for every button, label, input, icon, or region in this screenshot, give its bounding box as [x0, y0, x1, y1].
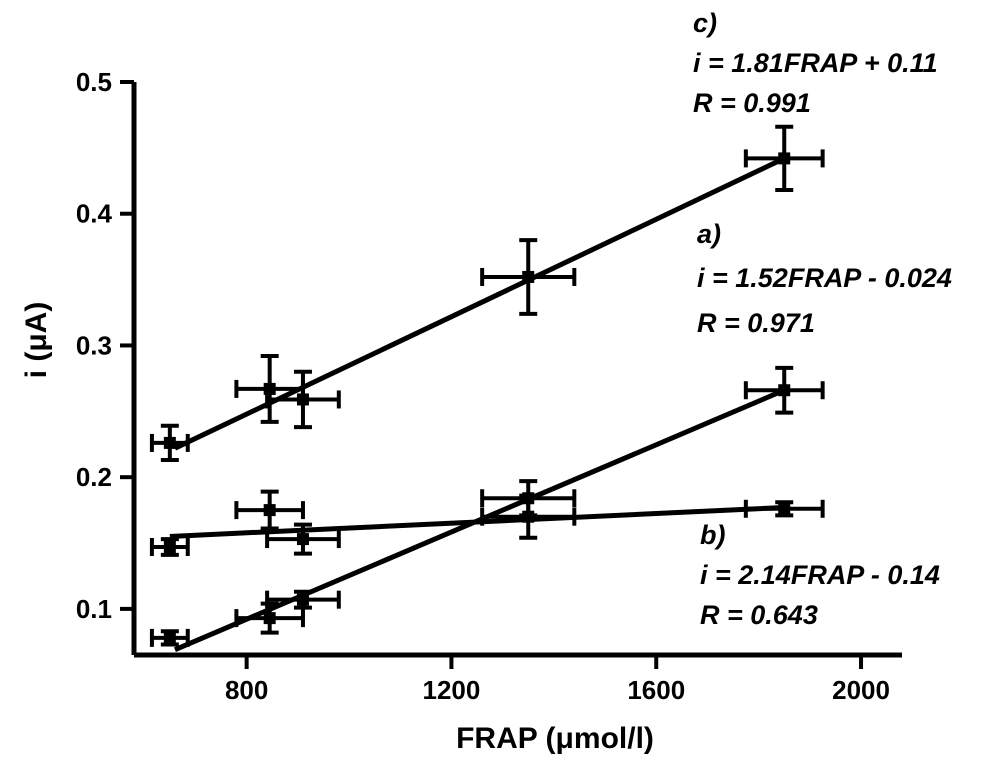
series-b [149, 489, 825, 557]
data-point [778, 152, 791, 165]
y-tick-label: 0.5 [76, 67, 112, 97]
y-tick-label: 0.4 [76, 199, 113, 229]
annotation-b-label: b) [700, 520, 725, 550]
annotation-c-equation: i = 1.81FRAP + 0.11 [693, 48, 938, 78]
data-point [296, 533, 309, 546]
data-point [522, 270, 535, 283]
annotation-a-r: R = 0.971 [697, 308, 815, 338]
data-point [163, 540, 176, 553]
data-point [296, 393, 309, 406]
annotation-c-r: R = 0.991 [693, 88, 811, 118]
data-point [778, 384, 791, 397]
data-point [163, 631, 176, 644]
data-point [263, 612, 276, 625]
data-point [522, 510, 535, 523]
x-tick-label: 1600 [627, 675, 685, 705]
x-tick-label: 800 [225, 675, 268, 705]
data-point [263, 504, 276, 517]
data-point [163, 436, 176, 449]
data-point [778, 502, 791, 515]
x-ticks: 800 1200 1600 2000 [225, 655, 890, 705]
series-layer [149, 124, 825, 653]
y-tick-label: 0.2 [76, 462, 112, 492]
annotation-b-equation: i = 2.14FRAP - 0.14 [700, 560, 940, 590]
y-axis-title: i (μA) [20, 302, 53, 379]
x-tick-label: 1200 [423, 675, 481, 705]
x-tick-label: 2000 [832, 675, 890, 705]
annotation-a-equation: i = 1.52FRAP - 0.024 [697, 263, 952, 293]
annotation-c-label: c) [693, 8, 717, 38]
annotation-b-r: R = 0.643 [700, 600, 818, 630]
series-c [149, 124, 825, 463]
y-ticks: 0.1 0.2 0.3 0.4 0.5 [76, 67, 134, 624]
x-axis-title: FRAP (μmol/l) [456, 722, 654, 755]
y-tick-label: 0.1 [76, 594, 112, 624]
data-point [296, 593, 309, 606]
fit-line [169, 504, 785, 539]
y-tick-label: 0.3 [76, 330, 112, 360]
annotation-a-label: a) [697, 219, 721, 249]
